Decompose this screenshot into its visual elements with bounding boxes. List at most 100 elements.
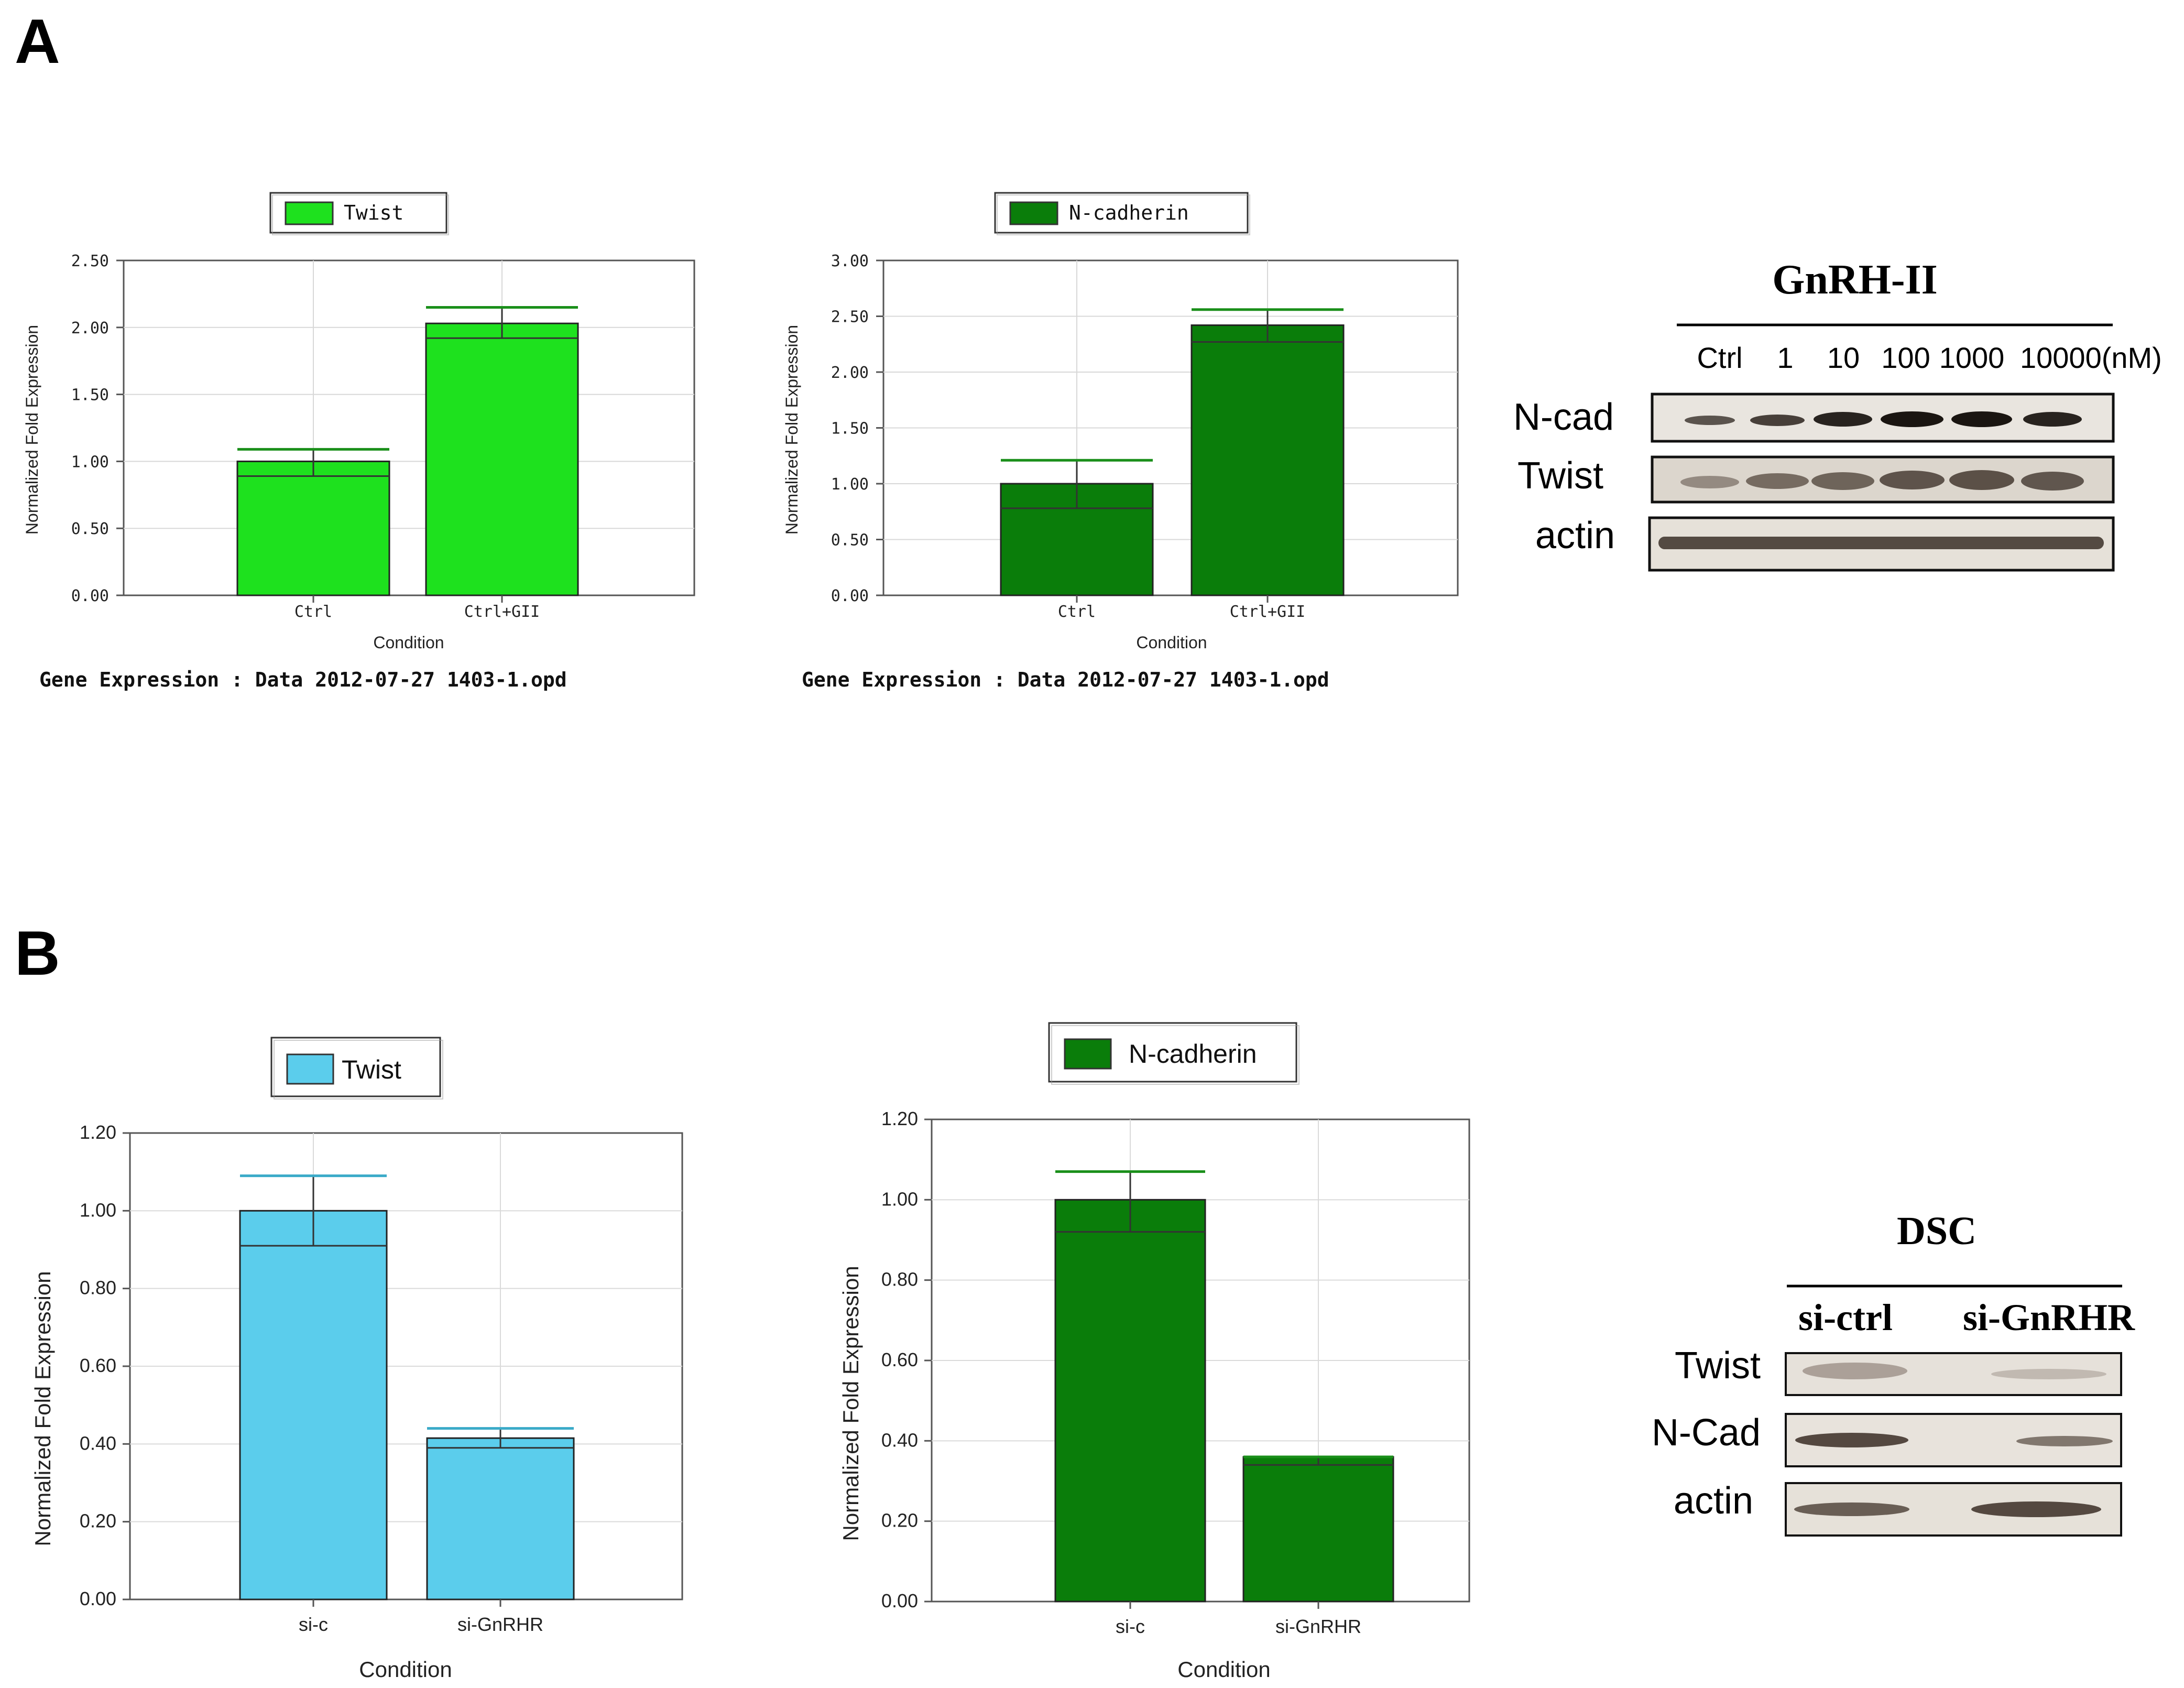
band [1880, 471, 1945, 489]
y-tick-label: 1.00 [80, 1199, 116, 1221]
legend-label-b2: N-cadherin [1129, 1039, 1257, 1069]
legend-label-a1: Twist [344, 201, 403, 224]
y-tick-label: 0.00 [71, 587, 109, 605]
x-tick-label: Ctrl+GII [1230, 603, 1306, 621]
blot-b-lane-si-ctrl: si-ctrl [1798, 1297, 1893, 1338]
legend-b1: Twist [270, 1037, 443, 1099]
blot-b-actin-strip [1785, 1482, 2122, 1537]
y-tick-label: 0.80 [80, 1277, 116, 1299]
y-tick-label: 0.60 [881, 1349, 918, 1370]
band [2023, 412, 2082, 427]
blot-a-row-actin: actin [1535, 515, 1615, 557]
legend-swatch-b2 [1064, 1038, 1112, 1070]
panel-label-a: A [15, 6, 60, 77]
bar-si-c [1054, 1199, 1206, 1603]
blot-a-row-ncad: N-cad [1513, 396, 1614, 438]
y-tick-label: 0.40 [80, 1432, 116, 1454]
blot-a-row-twist: Twist [1517, 455, 1603, 497]
bar-si-gnrhr [1242, 1456, 1394, 1603]
band [1685, 416, 1735, 425]
band [1795, 1433, 1908, 1447]
y-tick-label: 0.60 [80, 1355, 116, 1376]
y-tick-label: 1.00 [71, 453, 109, 471]
band [1949, 470, 2014, 490]
band [1750, 415, 1805, 426]
blot-b-row-ncad: N-Cad [1652, 1412, 1761, 1454]
bar-ctrl [236, 460, 390, 596]
y-tick-label: 0.40 [881, 1429, 918, 1451]
blot-a-lane-ctrl: Ctrl [1697, 341, 1742, 374]
x-tick-label: si-GnRHR [1275, 1616, 1361, 1637]
y-tick-label: 2.50 [71, 252, 109, 270]
y-tick-label: 0.00 [881, 1590, 918, 1611]
x-tick-label: si-c [1116, 1616, 1145, 1637]
x-tick-label: si-c [299, 1614, 328, 1635]
blot-b-title: DSC [1897, 1209, 1976, 1253]
legend-b2: N-cadherin [1048, 1022, 1300, 1085]
blot-a-ncad-strip [1651, 393, 2115, 443]
y-tick-label: 0.80 [881, 1269, 918, 1290]
y-tick-label: 0.20 [80, 1510, 116, 1532]
footer-a1: Gene Expression : Data 2012-07-27 1403-1… [39, 668, 567, 691]
band [1951, 411, 2012, 427]
legend-label-b1: Twist [342, 1055, 401, 1084]
x-tick-label: Ctrl+GII [464, 603, 540, 621]
y-axis-label-a2: Normalized Fold Expression [782, 325, 801, 535]
y-tick-label: 0.00 [80, 1588, 116, 1609]
plot-area-b2: 0.00 0.20 0.40 0.60 0.80 1.00 1.20 si-c si-GnRHR [881, 1108, 1470, 1637]
blot-a-lane-10: 10 [1827, 341, 1860, 374]
legend-a1: Twist [269, 192, 449, 235]
band [1881, 411, 1943, 427]
blot-b: DSC si-ctrl si-GnRHR Twist N-Cad actin [1652, 1209, 2135, 1537]
y-tick-label: 1.50 [71, 386, 109, 405]
blot-a-lane-1000: 1000 [1939, 341, 2005, 374]
band [1971, 1501, 2101, 1517]
chart-b1: Twist 0.00 0.20 0.40 0.60 0.80 1.00 1.20 si-c si… [30, 1037, 683, 1682]
blot-b-ncad-strip [1785, 1413, 2122, 1467]
y-tick-label: 2.00 [71, 319, 109, 337]
bar-si-gnrhr [426, 1437, 575, 1600]
x-axis-label-b2: Condition [1177, 1657, 1270, 1682]
blot-b-lane-si-gnrhr: si-GnRHR [1963, 1297, 2135, 1338]
bar-ctrl-gii [425, 322, 579, 596]
x-tick-label: si-GnRHR [457, 1614, 543, 1635]
chart-a2: N-cadherin 0.00 0.50 1.00 1.50 2.00 2.50 3.00 C… [782, 192, 1459, 691]
bar-si-c [239, 1210, 388, 1600]
plot-frame [123, 259, 695, 596]
y-tick-label: 1.00 [831, 475, 869, 494]
chart-b2: N-cadherin 0.00 0.20 0.40 0.60 0.80 1.00 1.20 s… [838, 1022, 1470, 1682]
blot-a-lane-10000: 10000(nM) [2020, 341, 2162, 374]
y-tick-label: 2.00 [831, 364, 869, 382]
y-axis-label-b2: Normalized Fold Expression [838, 1266, 863, 1541]
y-tick-label: 3.00 [831, 252, 869, 270]
y-tick-label: 0.50 [831, 531, 869, 550]
band [1658, 537, 2104, 549]
x-axis-label-b1: Condition [359, 1657, 452, 1682]
y-tick-label: 1.50 [831, 420, 869, 438]
footer-a2: Gene Expression : Data 2012-07-27 1403-1… [802, 668, 1329, 691]
y-axis-label-a1: Normalized Fold Expression [23, 325, 41, 535]
band [1811, 472, 1874, 490]
blot-a-lane-100: 100 [1881, 341, 1930, 374]
blot-b-row-twist: Twist [1675, 1345, 1761, 1387]
x-tick-label: Ctrl [294, 603, 332, 621]
legend-swatch-a1 [285, 201, 334, 225]
band [1814, 412, 1872, 427]
blot-a-title: GnRH-II [1772, 257, 1938, 303]
band [1680, 476, 1739, 488]
x-axis-label-a1: Condition [373, 633, 444, 652]
blot-a-twist-strip [1651, 455, 2115, 504]
y-tick-label: 1.00 [881, 1188, 918, 1210]
legend-swatch-a2 [1009, 201, 1058, 225]
bar-ctrl-gii [1191, 324, 1345, 596]
band [2016, 1436, 2113, 1446]
legend-a2: N-cadherin [994, 192, 1250, 235]
plot-area-a2: 0.00 0.50 1.00 1.50 2.00 2.50 3.00 Ctrl Ctrl+GII [831, 252, 1459, 621]
y-tick-label: 2.50 [831, 308, 869, 326]
blot-a-actin-strip [1648, 516, 2115, 572]
blot-a-lane-1: 1 [1777, 341, 1793, 374]
chart-a1: Twist 0.00 0.50 1.00 1.50 2.00 2.50 Ctrl Ctrl+G… [23, 192, 695, 691]
band [1746, 473, 1809, 489]
x-tick-label: Ctrl [1058, 603, 1096, 621]
plot-area-b1: 0.00 0.20 0.40 0.60 0.80 1.00 1.20 si-c si-GnRHR [80, 1121, 683, 1635]
